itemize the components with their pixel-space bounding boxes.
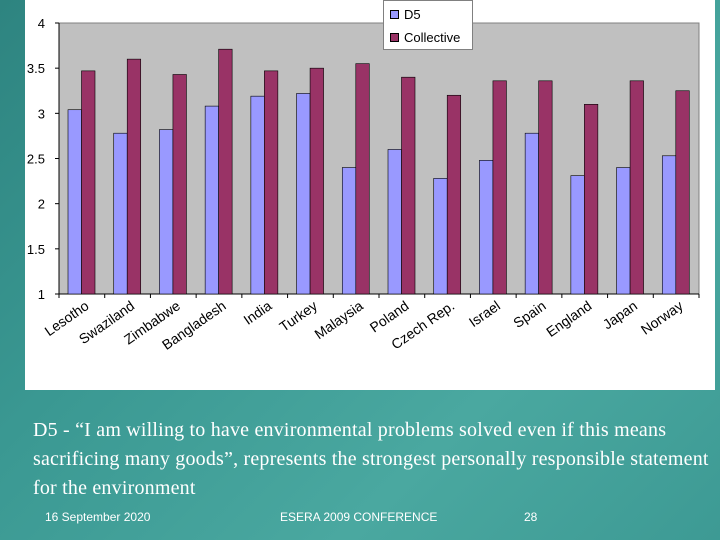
chart-panel: 1 1.5 2 2.5 3 3.5 4 Lesotho Swaziland Zimbabwe Ban… xyxy=(25,0,715,390)
bar-d5-india xyxy=(250,95,265,295)
bar-d5-israel xyxy=(479,160,494,295)
bar-collective-india xyxy=(264,70,279,295)
footer-conference: ESERA 2009 CONFERENCE xyxy=(280,510,438,524)
bar-d5-japan xyxy=(616,167,631,295)
x-tick-label-india: India xyxy=(240,297,274,328)
bar-collective-england xyxy=(584,104,599,295)
bar-d5-norway xyxy=(661,155,677,295)
chart-legend: D5 Collective xyxy=(383,0,473,50)
bar-collective-swaziland xyxy=(126,58,142,295)
footer-page-number: 28 xyxy=(524,510,538,524)
plot-area xyxy=(58,22,700,295)
bar-d5-poland xyxy=(387,149,402,295)
x-tick-label-malaysia: Malaysia xyxy=(311,297,366,342)
bar-collective-poland xyxy=(401,76,416,295)
bar-chart: 11.522.533.54LesothoSwazilandZimbabweBan… xyxy=(27,16,700,353)
x-tick-label-norway: Norway xyxy=(638,297,686,337)
bar-collective-japan xyxy=(629,80,644,295)
legend-label-collective: Collective xyxy=(404,30,461,45)
bar-d5-lesotho xyxy=(67,109,82,295)
y-tick-label: 1.5 xyxy=(27,242,45,257)
bar-d5-swaziland xyxy=(113,132,128,295)
y-tick-label: 4 xyxy=(38,16,45,31)
slide-caption: D5 - “I am willing to have environmental… xyxy=(33,419,709,499)
bar-collective-norway xyxy=(675,90,690,295)
x-tick-label-england: England xyxy=(543,297,594,340)
bar-d5-england xyxy=(570,175,585,295)
bar-collective-bangladesh xyxy=(218,48,233,295)
bar-d5-czech-rep xyxy=(433,178,448,295)
bar-collective-czech-rep xyxy=(446,94,462,295)
y-tick-label: 2.5 xyxy=(27,152,45,167)
legend-swatch-collective xyxy=(390,33,399,42)
bar-d5-zimbabwe xyxy=(159,129,174,295)
legend-swatch-d5 xyxy=(390,10,399,19)
bar-collective-turkey xyxy=(309,67,324,295)
legend-label-d5: D5 xyxy=(404,7,421,22)
x-tick-label-japan: Japan xyxy=(600,297,640,332)
y-tick-label: 2 xyxy=(38,197,45,212)
y-tick-label: 3 xyxy=(38,106,45,121)
y-tick-label: 1 xyxy=(38,287,45,302)
y-tick-label: 3.5 xyxy=(27,61,45,76)
bar-collective-malaysia xyxy=(355,63,370,295)
bar-collective-zimbabwe xyxy=(172,74,187,295)
footer-date: 16 September 2020 xyxy=(45,510,151,524)
bar-d5-spain xyxy=(524,132,539,295)
bar-collective-lesotho xyxy=(81,70,96,295)
bar-d5-malaysia xyxy=(341,167,357,295)
bar-d5-turkey xyxy=(296,93,311,295)
bar-collective-spain xyxy=(538,80,553,295)
bar-d5-bangladesh xyxy=(204,105,219,295)
x-tick-label-israel: Israel xyxy=(466,297,503,330)
bar-collective-israel xyxy=(492,80,507,295)
